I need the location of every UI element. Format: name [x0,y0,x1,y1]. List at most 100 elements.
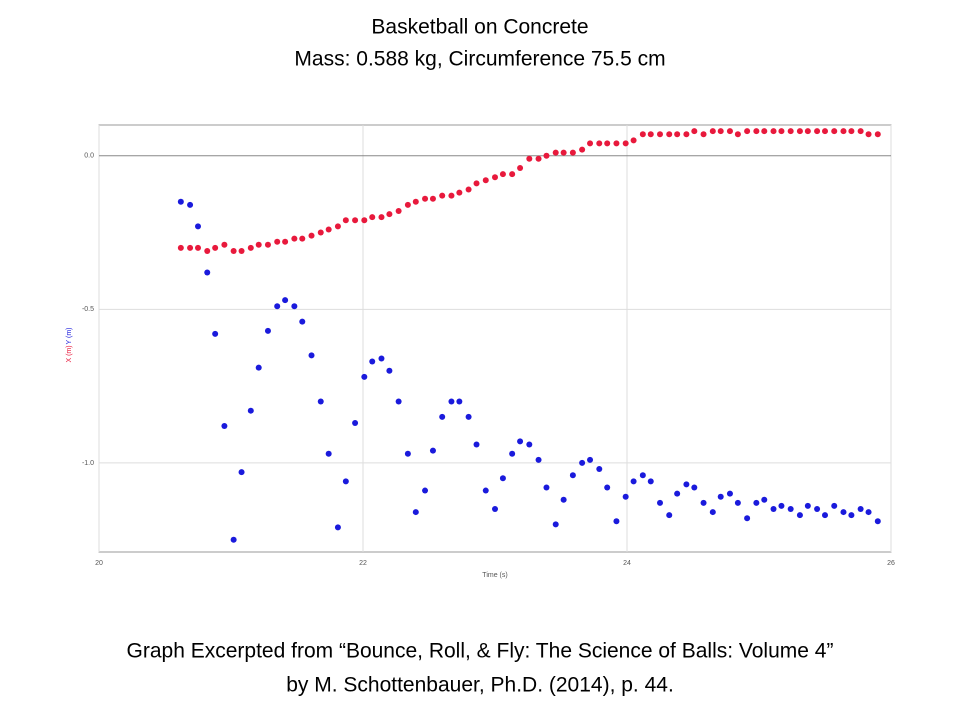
data-point [613,518,620,525]
data-point [674,131,681,138]
data-point [613,140,620,147]
data-point [666,512,673,519]
data-point [587,140,594,147]
y-tick-label: 0.0 [84,153,94,160]
data-point [596,466,603,473]
data-point [822,512,828,519]
data-point [569,472,576,479]
data-point [857,505,864,512]
data-point [404,450,411,457]
data-point [569,149,576,156]
data-point [325,226,332,233]
data-point [535,155,542,162]
data-point [543,152,550,159]
data-point [264,241,271,248]
data-point [535,456,542,463]
data-point [778,128,785,135]
data-point [282,297,289,304]
data-point [221,423,228,430]
data-point [700,499,707,506]
data-point [204,269,211,276]
data-point [709,128,716,135]
data-point [726,128,733,135]
caption: Graph Excerpted from “Bounce, Roll, & Fl… [127,640,834,663]
data-point [831,502,838,509]
data-point [831,128,838,135]
data-point [291,235,298,242]
data-point [369,358,376,365]
plot-frame [98,124,892,553]
y-tick-label: -1.0 [82,460,94,467]
data-point [230,536,237,543]
data-point [587,456,594,463]
chart-subtitle: Mass: 0.588 kg, Circumference 75.5 cm [294,48,665,71]
data-point [822,128,828,135]
data-point [761,496,768,503]
legend-entry: X (m) [66,345,73,362]
data-point [342,217,349,224]
data-point [264,327,271,334]
data-point [761,128,768,135]
data-point [639,131,646,138]
data-point [412,509,419,516]
data-point [386,211,393,218]
data-point [579,146,586,153]
data-point [674,490,681,497]
data-point [691,484,698,491]
data-point [308,232,315,239]
data-point [212,244,219,251]
data-point [683,481,690,488]
data-point [526,441,533,448]
y-tick-label: -0.5 [82,306,94,313]
data-point [717,128,724,135]
data-point [709,509,716,516]
data-point [492,505,498,512]
data-point [787,505,794,512]
data-point [647,478,654,485]
data-point [666,131,673,138]
caption: by M. Schottenbauer, Ph.D. (2014), p. 44… [286,674,674,697]
data-point [456,189,463,196]
data-point [874,131,881,138]
data-point [526,155,533,162]
data-point [683,131,690,138]
legend: X (m) Y (m) [66,328,73,363]
data-point [221,241,228,248]
data-point [378,355,385,362]
data-point [552,149,559,156]
data-point [517,165,524,172]
data-point [448,398,455,405]
data-point [230,247,237,254]
data-point [814,128,821,135]
data-point [770,128,777,135]
data-point [448,192,455,199]
data-point [560,496,567,503]
data-point [630,478,637,485]
data-point [177,244,184,251]
data-point [734,131,741,138]
data-point [274,238,281,245]
data-point [753,499,760,506]
data-point [473,180,480,187]
data-point [848,128,855,135]
data-point [439,413,446,420]
data-point [647,131,654,138]
data-point [395,208,402,215]
data-point [700,131,707,138]
data-point [334,223,341,230]
data-point [299,235,306,242]
data-point [865,509,872,516]
data-point [334,524,341,531]
data-point [473,441,480,448]
data-point [439,192,446,199]
data-point [325,450,332,457]
data-point [195,244,201,251]
data-point [744,128,751,135]
data-point [622,140,629,147]
legend-entry: Y (m) [66,328,73,345]
data-point [717,493,724,500]
data-point [299,318,306,325]
data-point [657,499,663,506]
data-point [560,149,567,156]
